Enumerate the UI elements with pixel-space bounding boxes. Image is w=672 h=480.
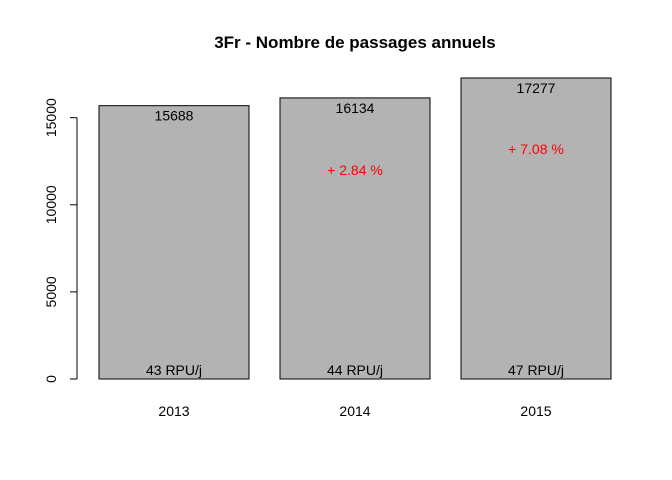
y-tick-label: 0 bbox=[43, 375, 59, 383]
y-tick-label: 10000 bbox=[43, 185, 59, 224]
y-tick-label: 5000 bbox=[43, 276, 59, 307]
bar bbox=[98, 105, 250, 380]
x-axis-labels: 2013 2014 2015 bbox=[158, 403, 551, 419]
bar-change-label: + 7.08 % bbox=[508, 141, 564, 157]
bar-value-label: 17277 bbox=[517, 80, 556, 96]
bars: 15688 43 RPU/j 16134 + 2.84 % 44 RPU/j 17277 +… bbox=[98, 77, 612, 380]
x-tick-label: 2013 bbox=[158, 403, 189, 419]
chart-title: 3Fr - Nombre de passages annuels bbox=[214, 33, 496, 52]
bar-rpu-label: 47 RPU/j bbox=[508, 362, 564, 378]
bar-value-label: 16134 bbox=[336, 100, 375, 116]
x-tick-label: 2015 bbox=[520, 403, 551, 419]
y-axis: 0 5000 10000 15000 bbox=[43, 98, 78, 383]
bar-rpu-label: 44 RPU/j bbox=[327, 362, 383, 378]
bar bbox=[279, 97, 431, 380]
x-tick-label: 2014 bbox=[339, 403, 370, 419]
bar bbox=[460, 77, 612, 380]
bar-value-label: 15688 bbox=[155, 108, 194, 124]
y-tick-label: 15000 bbox=[43, 98, 59, 137]
bar-change-label: + 2.84 % bbox=[327, 162, 383, 178]
bar-rpu-label: 43 RPU/j bbox=[146, 362, 202, 378]
